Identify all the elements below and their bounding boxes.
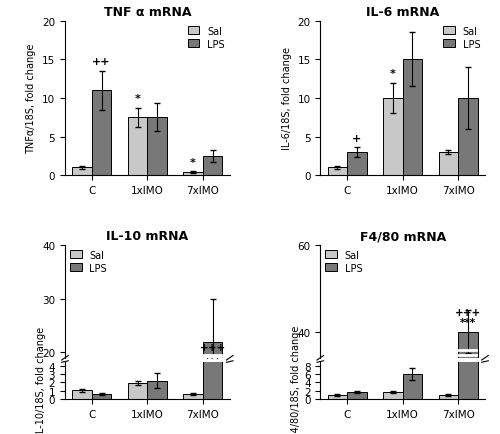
Y-axis label: F4/80/18S, fold change: F4/80/18S, fold change [291,325,301,434]
Bar [402,374,422,399]
Legend: Sal, LPS: Sal, LPS [70,250,107,273]
Text: *: * [190,158,196,168]
Y-axis label: IL-6/18S, fold change: IL-6/18S, fold change [282,47,292,150]
Bar [328,395,347,399]
Bar [458,232,477,399]
Bar [458,99,477,176]
Bar [203,216,222,399]
Legend: Sal, LPS: Sal, LPS [188,26,225,49]
Bar [184,394,203,399]
Text: *: * [134,94,140,104]
Bar [148,118,167,176]
Y-axis label: IL-10/18S, fold change: IL-10/18S, fold change [36,326,46,434]
Bar [92,91,112,176]
Bar [383,392,402,399]
Bar [128,118,148,176]
Text: *: * [390,69,396,79]
Bar [92,394,112,399]
Title: IL-6 mRNA: IL-6 mRNA [366,6,440,19]
Bar [72,391,92,399]
Text: +++
***: +++ *** [200,342,226,363]
Y-axis label: TNFα/18S, fold change: TNFα/18S, fold change [26,44,36,154]
Bar [328,168,347,176]
Title: TNF α mRNA: TNF α mRNA [104,6,191,19]
Bar [72,168,92,176]
Bar [203,157,222,176]
Bar [438,395,458,399]
Bar [438,153,458,176]
Bar [458,332,477,434]
Bar [184,173,203,176]
Bar [347,392,366,399]
Bar [203,342,222,434]
Bar [128,383,148,399]
Title: IL-10 mRNA: IL-10 mRNA [106,230,188,243]
Legend: Sal, LPS: Sal, LPS [325,250,362,273]
Bar [383,99,402,176]
Title: F4/80 mRNA: F4/80 mRNA [360,230,446,243]
Bar [148,381,167,399]
Text: +++
***: +++ *** [454,307,481,328]
Text: ++: ++ [92,57,111,67]
Legend: Sal, LPS: Sal, LPS [443,26,480,49]
Bar [347,153,366,176]
Bar [402,60,422,176]
Text: +: + [352,134,362,144]
